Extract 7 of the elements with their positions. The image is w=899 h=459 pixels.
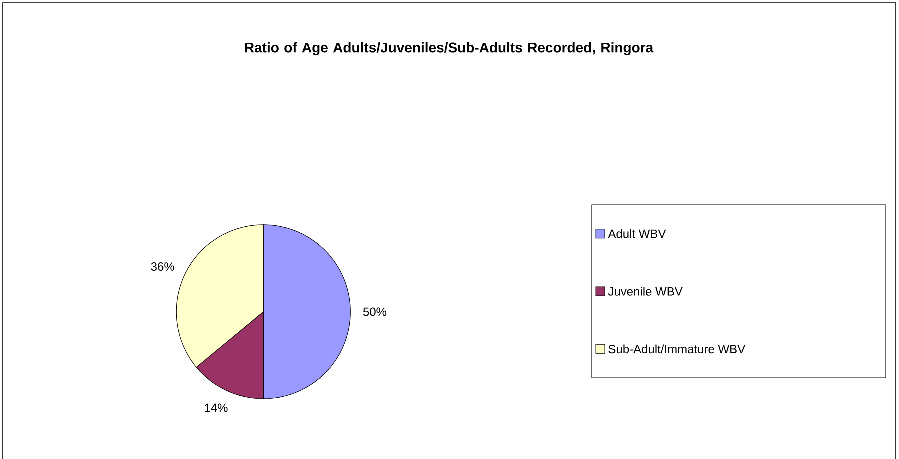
data-label: 50% — [363, 308, 387, 316]
legend-label: Sub-Adult/Immature WBV — [608, 344, 746, 354]
legend-label: Adult WBV — [608, 229, 666, 238]
legend-label: Juvenile WBV — [608, 287, 683, 296]
chart-title: Ratio of Age Adults/Juveniles/Sub-Adults Recorded, Ringora — [245, 42, 654, 56]
data-label: 36% — [151, 262, 174, 272]
data-label: 14% — [205, 404, 228, 412]
